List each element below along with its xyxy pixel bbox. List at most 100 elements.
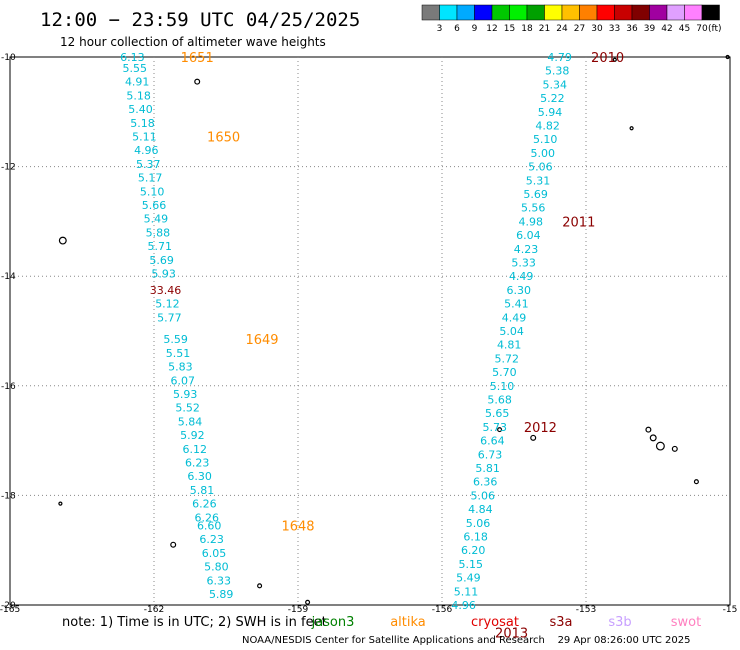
swh-value-label: 5.55	[123, 62, 148, 75]
swh-value-label: 5.31	[526, 174, 551, 187]
pass-time-label: 1649	[245, 333, 278, 348]
swh-value-label: 4.91	[125, 76, 150, 89]
swh-value-label: 5.69	[523, 188, 548, 201]
pass-time-label: 2010	[591, 51, 624, 66]
swh-value-label: 5.41	[504, 298, 529, 311]
colorbar-unit: (ft)	[708, 24, 722, 34]
satellite-legend-jason3: jason3	[311, 615, 355, 630]
swh-value-label: 5.81	[190, 484, 215, 497]
colorbar-label: 30	[591, 24, 603, 34]
swh-value-label: 6.07	[171, 374, 196, 387]
satellite-legend-altika: altika	[390, 615, 426, 630]
x-tick-label: -162	[144, 605, 164, 615]
swh-value-label: 5.12	[155, 298, 180, 311]
footer-credit: NOAA/NESDIS Center for Satellite Applica…	[242, 635, 691, 646]
swh-value-label: 5.51	[166, 347, 191, 360]
swh-value-label: 33.46	[150, 284, 182, 297]
swh-value-label: 5.56	[521, 202, 546, 215]
island-outline	[257, 583, 263, 589]
colorbar-label: 36	[626, 24, 638, 34]
island-coastlines	[58, 54, 730, 605]
swh-value-label: 5.18	[130, 117, 155, 130]
colorbar-swatch	[666, 4, 685, 21]
colorbar-label: 9	[472, 24, 478, 34]
colorbar-swatch	[421, 4, 440, 21]
colorbar-swatch	[509, 4, 528, 21]
swh-value-label: 5.69	[149, 254, 174, 267]
island-outline	[58, 501, 63, 506]
swh-value-label: 5.10	[490, 380, 515, 393]
swh-value-label: 4.96	[134, 144, 159, 157]
swh-value-label: 4.49	[509, 270, 534, 283]
swh-value-label: 5.71	[148, 240, 173, 253]
swh-value-label: 5.77	[157, 311, 182, 324]
colorbar-swatch	[561, 4, 580, 21]
map-frame	[9, 56, 731, 606]
swh-value-label: 5.18	[126, 89, 151, 102]
swh-value-label: 4.96	[451, 599, 476, 612]
lat-lon-grid	[10, 57, 730, 605]
swh-value-label: 5.66	[142, 199, 167, 212]
colorbar-label: 18	[521, 24, 533, 34]
colorbar-label: 12	[486, 24, 497, 34]
swh-value-label: 5.83	[168, 361, 193, 374]
chart-title: 12:00 − 23:59 UTC 04/25/2025	[40, 9, 360, 31]
island-outline	[530, 434, 537, 441]
colorbar-swatch	[631, 4, 650, 21]
colorbar-swatch	[614, 4, 633, 21]
swh-labels: 6.135.554.915.185.405.185.114.965.375.17…	[120, 51, 572, 612]
island-outline	[655, 441, 665, 451]
swh-value-label: 6.20	[461, 544, 486, 557]
y-axis-tick-labels: -20 -18 -16 -14 -12 -10	[1, 53, 16, 611]
swh-value-label: 6.13	[120, 51, 145, 64]
swh-value-label: 5.92	[180, 429, 205, 442]
island-outline	[693, 479, 699, 485]
swh-value-label: 5.22	[540, 92, 565, 105]
chart-subtitle: 12 hour collection of altimeter wave hei…	[60, 35, 326, 49]
swh-value-label: 5.80	[204, 561, 229, 574]
swh-value-label: 5.17	[138, 172, 163, 185]
colorbar-label: 21	[539, 24, 550, 34]
swh-value-label: 5.52	[175, 402, 200, 415]
swh-value-label: 5.49	[144, 213, 169, 226]
swh-value-label: 5.94	[538, 106, 563, 119]
pass-time-label: 1651	[181, 51, 214, 66]
swh-value-label: 5.72	[495, 352, 520, 365]
swh-value-label: 5.37	[136, 158, 161, 171]
x-axis-tick-labels: -165 -162 -159 -156 -153 -15	[0, 605, 737, 615]
swh-value-label: 5.93	[173, 388, 198, 401]
swh-value-label: 4.23	[514, 243, 539, 256]
swh-value-label: 6.26	[195, 511, 220, 524]
swh-value-label: 5.10	[533, 133, 558, 146]
island-outline	[497, 427, 503, 433]
x-tick-label: -156	[432, 605, 453, 615]
swh-value-label: 6.73	[478, 448, 503, 461]
satellite-legend-s3b: s3b	[608, 615, 631, 630]
swh-value-label: 4.49	[502, 311, 527, 324]
swh-value-label: 5.10	[140, 185, 165, 198]
swh-value-label: 6.23	[199, 533, 224, 546]
colorbar-swatch	[579, 4, 598, 21]
x-tick-label: -159	[288, 605, 309, 615]
island-outline	[194, 78, 201, 85]
island-outline	[612, 57, 617, 62]
swh-value-label: 4.81	[497, 339, 522, 352]
x-tick-label: -15	[723, 605, 738, 615]
y-tick-label: -14	[1, 272, 16, 282]
satellite-legend-swot: swot	[671, 615, 701, 630]
swh-value-label: 4.82	[535, 120, 560, 133]
island-outline	[58, 236, 67, 245]
pass-time-label: 2013	[495, 626, 528, 641]
swh-value-label: 6.36	[473, 476, 498, 489]
swh-value-label: 5.04	[499, 325, 524, 338]
colorbar-swatch	[596, 4, 615, 21]
pass-time-label: 1648	[281, 520, 314, 535]
colorbar-swatch	[701, 4, 720, 21]
pass-time-label: 2011	[562, 215, 595, 230]
pass-time-label: 1650	[207, 130, 240, 145]
colorbar-label: 42	[661, 24, 672, 34]
swh-value-label: 5.89	[209, 588, 234, 601]
y-tick-label: -10	[1, 53, 16, 63]
colorbar-label: 3	[437, 24, 443, 34]
